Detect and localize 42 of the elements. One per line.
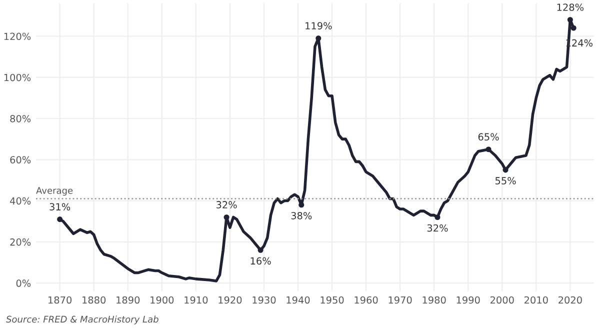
x-tick-label: 1990 xyxy=(456,296,480,304)
y-tick-label: 20% xyxy=(10,238,31,246)
x-tick-label: 2010 xyxy=(524,296,548,304)
x-tick-label: 2000 xyxy=(490,296,514,304)
x-tick-label: 1890 xyxy=(116,296,140,304)
y-tick-label: 100% xyxy=(4,74,31,82)
annotation: 38% xyxy=(291,212,312,220)
point xyxy=(567,16,573,23)
point xyxy=(502,167,508,173)
x-tick-label: 1920 xyxy=(218,296,242,304)
y-tick-label: 60% xyxy=(10,156,31,164)
annotation: 119% xyxy=(306,22,332,30)
y-tick-label: 80% xyxy=(10,114,31,122)
point xyxy=(434,214,440,220)
y-tick-label: 40% xyxy=(10,197,31,205)
x-tick-label: 1910 xyxy=(184,296,208,304)
x-tick-label: 1940 xyxy=(286,296,310,304)
annotation: 16% xyxy=(250,257,271,265)
annotation: 65% xyxy=(478,133,499,141)
annotation: 32% xyxy=(427,224,448,232)
point xyxy=(486,146,492,152)
x-tick-label: 1970 xyxy=(388,296,412,304)
annotation: 32% xyxy=(216,201,237,208)
x-tick-label: 1880 xyxy=(82,296,106,304)
y-tick-label: 0% xyxy=(16,280,31,287)
source-note: Source: FRED & MacroHistory Lab xyxy=(6,316,158,324)
ref-line-label: Average xyxy=(36,187,73,196)
x-tick-label: 1930 xyxy=(252,296,276,304)
point xyxy=(258,247,264,253)
x-tick-label: 1980 xyxy=(422,296,446,304)
x-tick-label: 1950 xyxy=(320,296,344,304)
x-tick-label: 1960 xyxy=(354,296,378,304)
x-tick-label: 2020 xyxy=(558,296,582,304)
y-tick-label: 120% xyxy=(4,32,31,40)
x-tick-label: 1870 xyxy=(48,296,72,304)
annotation: 55% xyxy=(495,177,516,184)
point xyxy=(298,202,304,208)
annotation: 128% xyxy=(557,4,584,11)
annotation: 31% xyxy=(50,203,70,210)
point xyxy=(57,216,63,222)
x-tick-label: 1900 xyxy=(150,296,174,304)
point xyxy=(570,25,576,31)
